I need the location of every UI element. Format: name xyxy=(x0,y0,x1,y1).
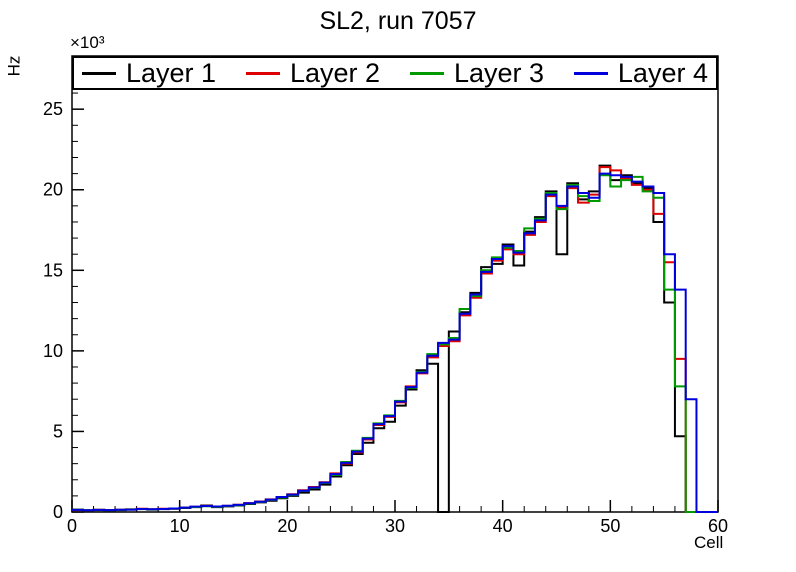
y-tick-label: 5 xyxy=(53,421,63,441)
legend-label-layer-1: Layer 1 xyxy=(126,57,217,88)
legend-label-layer-2: Layer 2 xyxy=(289,57,381,88)
layer-2-line-sample xyxy=(245,71,280,75)
x-tick-label: 20 xyxy=(277,516,297,536)
plot-frame xyxy=(71,55,719,513)
x-tick-label: 10 xyxy=(170,516,190,536)
layer-4-line-sample xyxy=(573,71,608,75)
x-axis-title: Cell xyxy=(694,533,724,552)
legend: Layer 1 Layer 2 Layer 3 Layer 4 xyxy=(72,56,718,90)
series-line-layer-4 xyxy=(72,172,718,513)
legend-entry-layer-4: Layer 4 xyxy=(573,57,708,88)
y-tick-label: 20 xyxy=(43,180,63,200)
y-axis-multiplier: ×10³ xyxy=(70,33,105,52)
layer-1-line-sample xyxy=(82,71,116,75)
legend-entry-layer-2: Layer 2 xyxy=(245,57,381,88)
chart-title: SL2, run 7057 xyxy=(319,7,477,35)
x-tick-label: 30 xyxy=(385,516,405,536)
layer-3-line-sample xyxy=(409,71,444,75)
y-tick-label: 10 xyxy=(43,341,63,361)
legend-entry-layer-3: Layer 3 xyxy=(409,57,544,88)
x-tick-label: 50 xyxy=(600,516,620,536)
x-tick-label: 0 xyxy=(67,516,77,536)
legend-label-layer-4: Layer 4 xyxy=(617,57,708,88)
y-tick-label: 0 xyxy=(53,502,63,522)
x-tick-label: 60 xyxy=(708,516,728,536)
y-tick-label: 15 xyxy=(43,260,63,280)
legend-label-layer-3: Layer 3 xyxy=(453,57,544,88)
y-tick-label: 25 xyxy=(43,99,63,119)
x-tick-label: 40 xyxy=(493,516,513,536)
legend-entry-layer-1: Layer 1 xyxy=(82,57,217,88)
